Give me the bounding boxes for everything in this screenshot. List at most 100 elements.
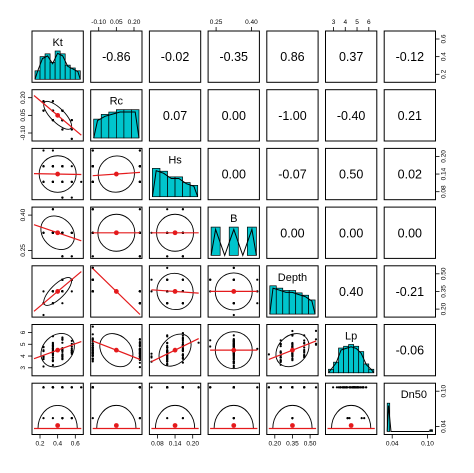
point [70, 128, 73, 131]
point [360, 417, 363, 420]
point [232, 334, 235, 337]
center-point [55, 230, 61, 236]
center-point [113, 230, 119, 236]
corr-Rc-Lp: -0.40 [337, 109, 366, 123]
panel-Hs-Dn50 [383, 147, 437, 201]
point [61, 180, 64, 183]
point [51, 356, 55, 359]
point [51, 231, 55, 234]
hist-bar-Rc-3 [115, 109, 125, 139]
corr-Hs-Depth: -0.07 [278, 168, 307, 182]
point [138, 386, 141, 389]
tick-label: 0.50 [441, 267, 448, 280]
point [256, 386, 259, 389]
point [51, 180, 55, 183]
scatter-B-Rc [91, 208, 141, 258]
scatter-Lp-B [209, 331, 259, 370]
hist-bar-Hs-2 [167, 176, 176, 198]
point [232, 386, 235, 389]
scatter-Depth-Kt [33, 271, 82, 317]
point [345, 386, 348, 389]
point [256, 347, 259, 350]
point [51, 386, 55, 389]
center-point [231, 289, 237, 294]
hist-bar-Hs-5 [189, 185, 199, 198]
point [362, 386, 365, 389]
point [166, 302, 169, 305]
corr-Hs-B: 0.00 [222, 168, 246, 182]
point [138, 361, 141, 364]
point [150, 352, 153, 355]
tick-label: 6 [367, 19, 371, 26]
ellipse [158, 333, 192, 367]
tick-label: 0.2 [441, 69, 448, 78]
corr-Rc-Depth: -1.00 [278, 109, 307, 123]
point [365, 386, 368, 389]
hist-bar-Rc-4 [123, 109, 132, 139]
panel-Lp-Dn50 [383, 324, 437, 377]
density-Dn50 [386, 405, 433, 432]
point [256, 278, 259, 281]
point [181, 341, 184, 344]
point [138, 255, 141, 258]
hist-bar-B-2 [228, 226, 239, 256]
corr-Kt-Rc: -0.86 [102, 50, 131, 64]
point [42, 109, 45, 112]
point [138, 344, 141, 347]
point [70, 349, 73, 352]
ellipse [275, 333, 310, 368]
center-point [113, 171, 119, 177]
scatter-Dn50-Rc [91, 386, 141, 430]
scatter-Dn50-Depth [267, 386, 318, 430]
point [338, 386, 341, 389]
point [232, 339, 235, 342]
scatter-Lp-Depth [267, 329, 318, 368]
point [181, 278, 184, 281]
point [181, 357, 184, 360]
point [166, 278, 169, 281]
point [150, 290, 153, 293]
corr-Kt-B: -0.35 [220, 50, 249, 64]
point [181, 255, 184, 258]
ellipse [97, 155, 135, 193]
point [138, 338, 141, 341]
point [42, 180, 45, 183]
point [61, 386, 64, 389]
point [303, 342, 306, 345]
point [51, 165, 55, 168]
scatter-Hs-Kt [33, 149, 83, 199]
point [346, 417, 349, 420]
ellipse [96, 405, 137, 429]
density-Kt [34, 52, 81, 80]
point [232, 352, 235, 355]
scatter-Dn50-Hs [150, 386, 200, 430]
point [61, 350, 64, 353]
point [51, 347, 55, 350]
panel-Rc-Lp [325, 89, 378, 142]
scatter-B-Kt [33, 208, 82, 258]
point [166, 350, 169, 353]
point [150, 278, 153, 281]
point [61, 338, 64, 341]
panel-Hs-B [207, 147, 260, 201]
point [70, 347, 73, 350]
center-point [113, 289, 119, 294]
point [314, 343, 318, 346]
point [279, 342, 282, 346]
ellipse [43, 100, 73, 130]
point [51, 343, 55, 346]
point [279, 386, 282, 389]
tick-label: 0.08 [441, 185, 448, 198]
point [181, 386, 184, 389]
panel-Kt-Rc [90, 30, 143, 83]
scatter-Dn50-Kt [34, 386, 83, 430]
center-point [55, 423, 61, 428]
scatter-Lp-Kt [33, 332, 82, 368]
point [91, 325, 94, 328]
point [91, 338, 94, 341]
point [138, 348, 141, 351]
center-point [348, 423, 354, 428]
point [291, 343, 294, 346]
point [138, 342, 141, 345]
point [209, 278, 212, 281]
